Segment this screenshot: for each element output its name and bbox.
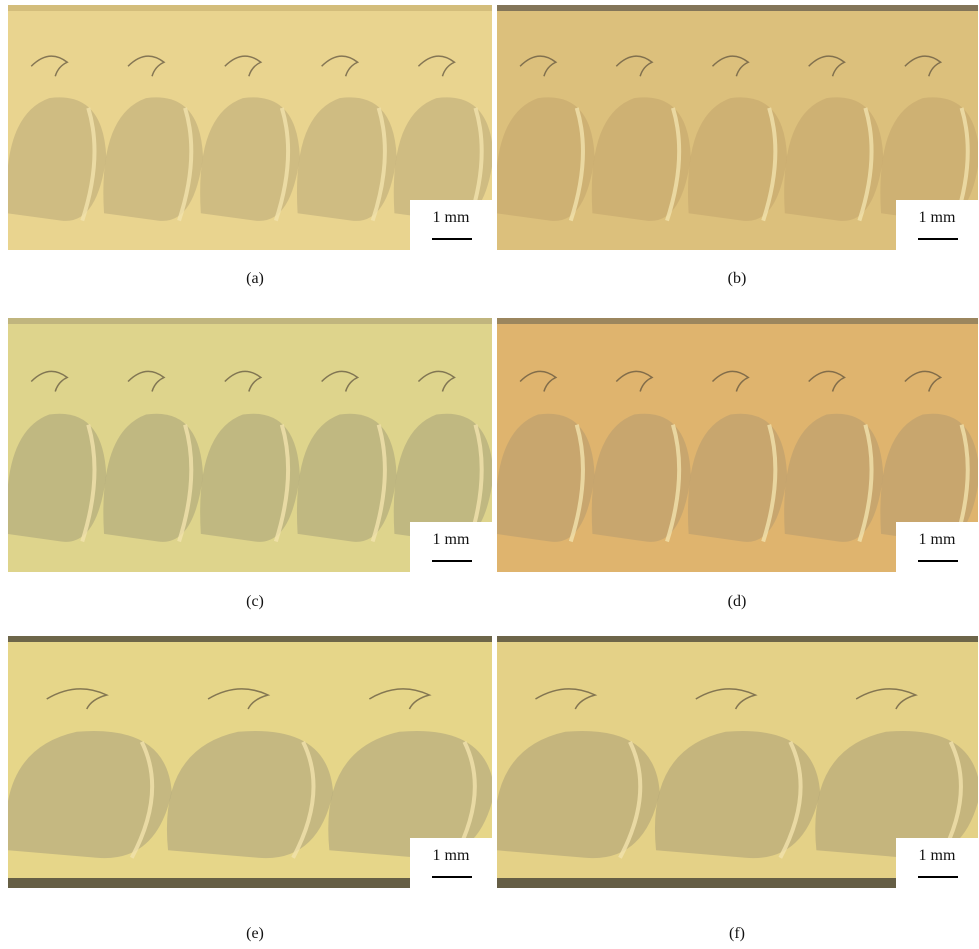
edge-band xyxy=(497,318,978,324)
panel-label: (c) xyxy=(225,593,285,611)
micrograph: 1 mm xyxy=(497,318,978,572)
scale-bar-label: 1 mm xyxy=(433,531,470,548)
panel-label: (d) xyxy=(707,593,767,611)
scale-bar-label: 1 mm xyxy=(919,209,956,226)
scale-bar-label: 1 mm xyxy=(919,847,956,864)
scale-bar-label: 1 mm xyxy=(433,847,470,864)
micrograph: 1 mm xyxy=(497,5,978,250)
scale-bar-label: 1 mm xyxy=(433,209,470,226)
micrograph: 1 mm xyxy=(8,636,492,888)
panel-label: (e) xyxy=(225,925,285,943)
panel-label: (f) xyxy=(707,925,767,943)
panel-label: (a) xyxy=(225,270,285,288)
edge-band xyxy=(8,5,492,11)
micrograph: 1 mm xyxy=(8,5,492,250)
micrograph: 1 mm xyxy=(497,636,978,888)
micrograph: 1 mm xyxy=(8,318,492,572)
panel-label: (b) xyxy=(707,270,767,288)
edge-band xyxy=(8,318,492,324)
edge-band xyxy=(497,5,978,11)
scale-bar-label: 1 mm xyxy=(919,531,956,548)
figure: 1 mm (a) 1 mm (b) 1 mm (c) 1 mm (d) 1 mm (e) 1 mm (… xyxy=(0,0,979,949)
edge-band xyxy=(497,636,978,642)
edge-band xyxy=(8,636,492,642)
